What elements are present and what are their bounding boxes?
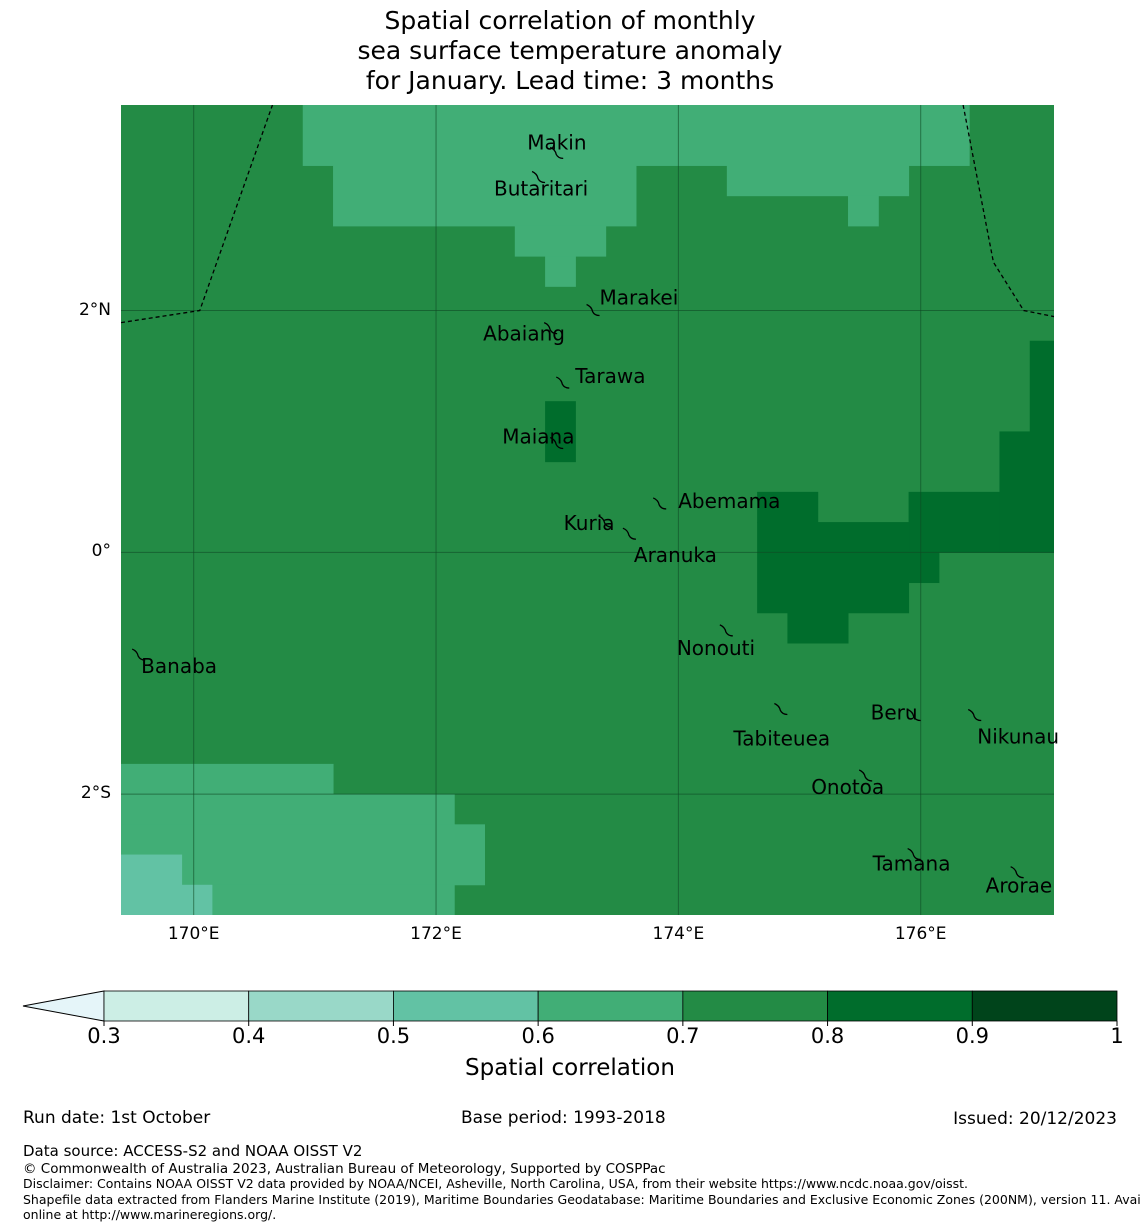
island-outline <box>719 624 733 637</box>
island-outline <box>598 515 612 528</box>
colorbar-tick-label: 1 <box>1110 1024 1124 1048</box>
island-outline <box>531 170 546 184</box>
island-outline <box>549 146 564 160</box>
island-label: Tabiteuea <box>732 726 830 750</box>
island-label: Arorae <box>986 874 1052 898</box>
title-line-2: sea surface temperature anomaly <box>357 36 783 65</box>
chart-title: Spatial correlation of monthly sea surfa… <box>0 6 1140 96</box>
island-outline <box>652 497 667 510</box>
colorbar-tick-label: 0.5 <box>376 1024 411 1048</box>
colorbar-tick-label: 0.7 <box>666 1024 700 1048</box>
disclaimer: Disclaimer: Contains NOAA OISST V2 data … <box>23 1176 968 1191</box>
island-label: Makin <box>527 130 586 154</box>
island-label: Abaiang <box>483 322 565 346</box>
island-outline <box>858 769 873 782</box>
colorbar-tick-label: 0.4 <box>232 1024 266 1048</box>
x-tick-label: 172°E <box>410 924 462 944</box>
copyright: © Commonwealth of Australia 2023, Austra… <box>23 1161 666 1177</box>
correlation-cell <box>726 165 910 197</box>
island-outline <box>907 847 921 861</box>
island-label: Marakei <box>600 286 679 310</box>
map-area: Makin Butaritari Marakei Abaiang Tarawa Maian… <box>121 105 1059 915</box>
island-label: Banaba <box>141 654 217 678</box>
y-tick-label: 0° <box>91 541 111 562</box>
correlation-cell <box>121 854 183 886</box>
colorbar-swatch <box>537 990 684 1022</box>
colorbar-swatch <box>827 990 973 1022</box>
island-label: Nikunau <box>977 725 1059 749</box>
island-outline <box>549 436 564 450</box>
correlation-cell <box>333 165 637 227</box>
issued-date: Issued: 20/12/2023 <box>953 1109 1117 1129</box>
island-outline <box>622 527 636 540</box>
x-tick-label: 170°E <box>167 924 220 944</box>
correlation-cell <box>999 431 1031 553</box>
y-tick-label: 2°N <box>78 299 111 320</box>
correlation-cell <box>757 491 819 523</box>
base-period: Base period: 1993-2018 <box>461 1108 666 1128</box>
island-label: Butaritari <box>494 177 588 201</box>
data-source: Data source: ACCESS-S2 and NOAA OISST V2 <box>23 1142 363 1160</box>
island-label: Maiana <box>502 425 574 449</box>
island-label: Beru <box>871 701 918 725</box>
colorbar-tick-label: 0.8 <box>810 1024 845 1048</box>
correlation-cell <box>545 401 576 463</box>
colorbar <box>22 990 1118 1026</box>
colorbar-swatch <box>971 990 1118 1022</box>
island-outline <box>1010 866 1024 879</box>
island-outline <box>543 322 558 335</box>
correlation-cell <box>121 763 334 795</box>
correlation-cell <box>514 225 607 257</box>
correlation-cell <box>757 552 940 584</box>
correlation-cell <box>757 522 910 553</box>
island-label: Aranuka <box>634 543 717 567</box>
correlation-cell <box>121 794 455 825</box>
shapefile-credit-line-2: online at http://www.marineregions.org/. <box>23 1207 277 1222</box>
island-label: Onotoa <box>811 775 884 799</box>
run-date: Run date: 1st October <box>23 1108 211 1128</box>
island-outline <box>131 648 146 661</box>
colorbar-swatch <box>393 990 539 1022</box>
title-line-3: for January. Lead time: 3 months <box>365 66 775 95</box>
colorbar-swatch <box>103 990 250 1022</box>
island-label: Kuria <box>564 511 615 535</box>
island-outline <box>586 303 600 317</box>
x-tick-label: 176°E <box>894 924 947 944</box>
island-outline <box>907 708 921 722</box>
correlation-cell <box>757 582 910 614</box>
island-outline <box>774 702 788 716</box>
island-label: Tamana <box>872 852 951 876</box>
correlation-cell <box>908 491 1000 553</box>
correlation-cell <box>121 884 213 915</box>
island-label: Tarawa <box>574 364 645 388</box>
correlation-cell <box>545 256 576 287</box>
correlation-cell <box>181 884 455 915</box>
correlation-cell <box>848 195 879 227</box>
correlation-cell <box>1029 340 1054 553</box>
island-outline <box>967 708 982 722</box>
title-line-1: Spatial correlation of monthly <box>384 6 756 35</box>
island-outline <box>556 376 570 389</box>
colorbar-tick-label: 0.6 <box>521 1024 555 1048</box>
island-label: Nonouti <box>677 636 755 660</box>
island-label: Abemama <box>678 489 780 513</box>
y-tick-label: 2°S <box>80 783 111 804</box>
shapefile-credit-line-1: Shapefile data extracted from Flanders M… <box>23 1192 1140 1207</box>
correlation-cell <box>787 612 849 644</box>
colorbar-swatch <box>248 990 394 1022</box>
x-tick-label: 174°E <box>652 924 705 944</box>
colorbar-tick-label: 0.3 <box>87 1024 121 1048</box>
eez-boundary <box>962 105 1054 318</box>
colorbar-tick-label: 0.9 <box>955 1024 989 1048</box>
colorbar-swatch <box>682 990 828 1022</box>
colorbar-extend-arrow <box>22 990 105 1022</box>
eez-boundary <box>121 105 274 324</box>
correlation-cell <box>302 105 970 166</box>
colorbar-label: Spatial correlation <box>465 1055 675 1081</box>
